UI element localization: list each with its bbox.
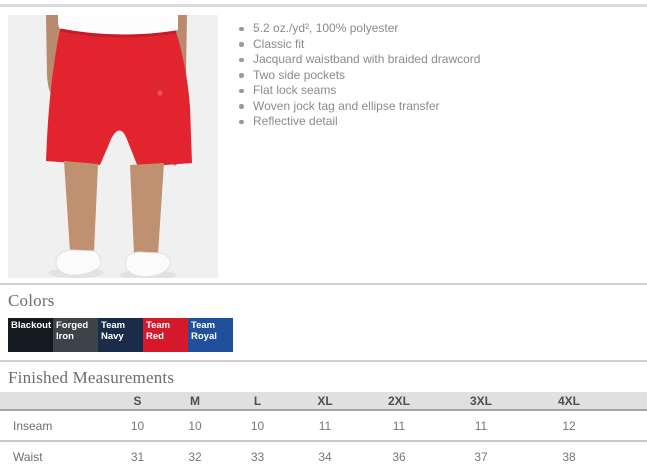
model-illustration <box>8 15 218 278</box>
measurement-value: 11 <box>290 410 360 442</box>
model-shorts <box>46 28 192 167</box>
model-legs <box>64 161 164 254</box>
size-column-header: 2XL <box>360 392 438 411</box>
color-swatch-label: Forged Iron <box>56 320 89 342</box>
size-column-header: S <box>110 392 165 411</box>
measurement-value: 38 <box>562 449 576 464</box>
measurement-value: 33 <box>250 449 265 464</box>
measurement-value: 32 <box>188 449 202 464</box>
feature-list: 5.2 oz./yd², 100% polyester Classic fit Ja… <box>237 21 480 130</box>
measurement-value: 10 <box>225 410 290 442</box>
measurement-value: 10 <box>165 410 225 442</box>
size-column-header: L <box>225 392 290 411</box>
measurement-value: 10 <box>110 410 165 442</box>
measurements-heading: Finished Measurements <box>8 368 175 387</box>
measurement-row-inseam: Inseam 10 10 10 11 11 11 12 <box>0 410 647 442</box>
color-swatch-team-royal[interactable]: Team Royal <box>188 318 233 352</box>
product-photo <box>8 15 218 278</box>
filler-cell <box>614 392 647 411</box>
filler-cell <box>614 410 647 442</box>
measurement-row-label: Inseam <box>0 410 110 442</box>
measurement-value: 11 <box>360 410 438 442</box>
feature-item: Jacquard waistband with braided drawcord <box>237 52 480 68</box>
size-header-row: S M L XL 2XL 3XL 4XL <box>0 392 647 411</box>
model-shoes <box>55 249 171 278</box>
size-column-header: 3XL <box>438 392 524 411</box>
color-swatch-label: Team Red <box>146 320 171 342</box>
filler-cell <box>614 441 647 471</box>
measurements-body: Inseam 10 10 10 11 11 11 12 Waist 31 32 33 34 36 37 38 <box>0 410 647 471</box>
size-column-header: XL <box>290 392 360 411</box>
color-swatches: Blackout Forged Iron Team Navy Team Red Team… <box>8 318 233 352</box>
measurement-value: 12 <box>524 410 614 442</box>
feature-item: 5.2 oz./yd², 100% polyester <box>237 21 480 37</box>
top-divider <box>0 4 647 7</box>
color-swatch-team-red[interactable]: Team Red <box>143 318 188 352</box>
corner-cell <box>0 392 110 411</box>
feature-item: Two side pockets <box>237 68 480 84</box>
measurement-value: 11 <box>438 410 524 442</box>
color-swatch-label: Team Royal <box>191 320 217 342</box>
color-swatch-blackout[interactable]: Blackout <box>8 318 53 352</box>
measurement-row-waist: Waist 31 32 33 34 36 37 38 <box>0 441 647 471</box>
measurements-divider <box>0 360 647 362</box>
color-swatch-team-navy[interactable]: Team Navy <box>98 318 143 352</box>
model-shirt <box>58 15 178 38</box>
measurement-value: 31 <box>130 449 145 464</box>
measurement-value: 36 <box>392 449 406 464</box>
size-column-header: M <box>165 392 225 411</box>
colors-heading: Colors <box>8 291 55 310</box>
colors-divider <box>0 283 647 285</box>
feature-item: Reflective detail <box>237 114 480 130</box>
measurements-table: S M L XL 2XL 3XL 4XL Inseam 10 10 10 11 11 11 12 Waist… <box>0 392 647 471</box>
measurement-value: 37 <box>474 449 488 464</box>
feature-item: Woven jock tag and ellipse transfer <box>237 99 480 115</box>
size-column-header: 4XL <box>524 392 614 411</box>
measurement-value: 34 <box>318 449 332 464</box>
color-swatch-label: Blackout <box>11 320 52 331</box>
color-swatch-forged-iron[interactable]: Forged Iron <box>53 318 98 352</box>
measurement-row-label: Waist <box>13 449 43 464</box>
feature-item: Flat lock seams <box>237 83 480 99</box>
feature-item: Classic fit <box>237 37 480 53</box>
color-swatch-label: Team Navy <box>101 320 126 342</box>
